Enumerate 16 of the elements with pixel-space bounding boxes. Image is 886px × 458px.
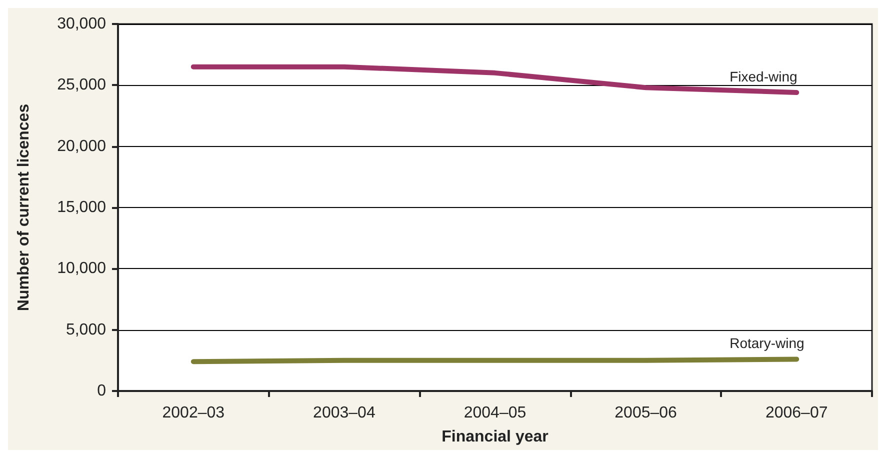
y-tick-label: 20,000 bbox=[57, 138, 106, 155]
series-label: Rotary-wing bbox=[730, 335, 804, 352]
series-label: Fixed-wing bbox=[730, 68, 798, 85]
x-tick-label: 2002–03 bbox=[162, 404, 225, 422]
x-axis-title: Financial year bbox=[442, 428, 548, 446]
y-tick-label: 25,000 bbox=[57, 76, 106, 94]
y-tick-label: 0 bbox=[97, 382, 106, 400]
y-tick-label: 15,000 bbox=[57, 199, 106, 216]
x-tick-label: 2006–07 bbox=[765, 404, 828, 422]
x-tick-label: 2004–05 bbox=[464, 404, 526, 422]
x-tick-label: 2005–06 bbox=[614, 404, 678, 422]
x-tick-label: 2003–04 bbox=[313, 404, 376, 422]
y-tick-label: 10,000 bbox=[57, 260, 106, 278]
y-tick-label: 30,000 bbox=[57, 16, 106, 32]
y-axis-title: Number of current licences bbox=[16, 104, 32, 312]
y-tick-label: 5,000 bbox=[66, 321, 106, 338]
